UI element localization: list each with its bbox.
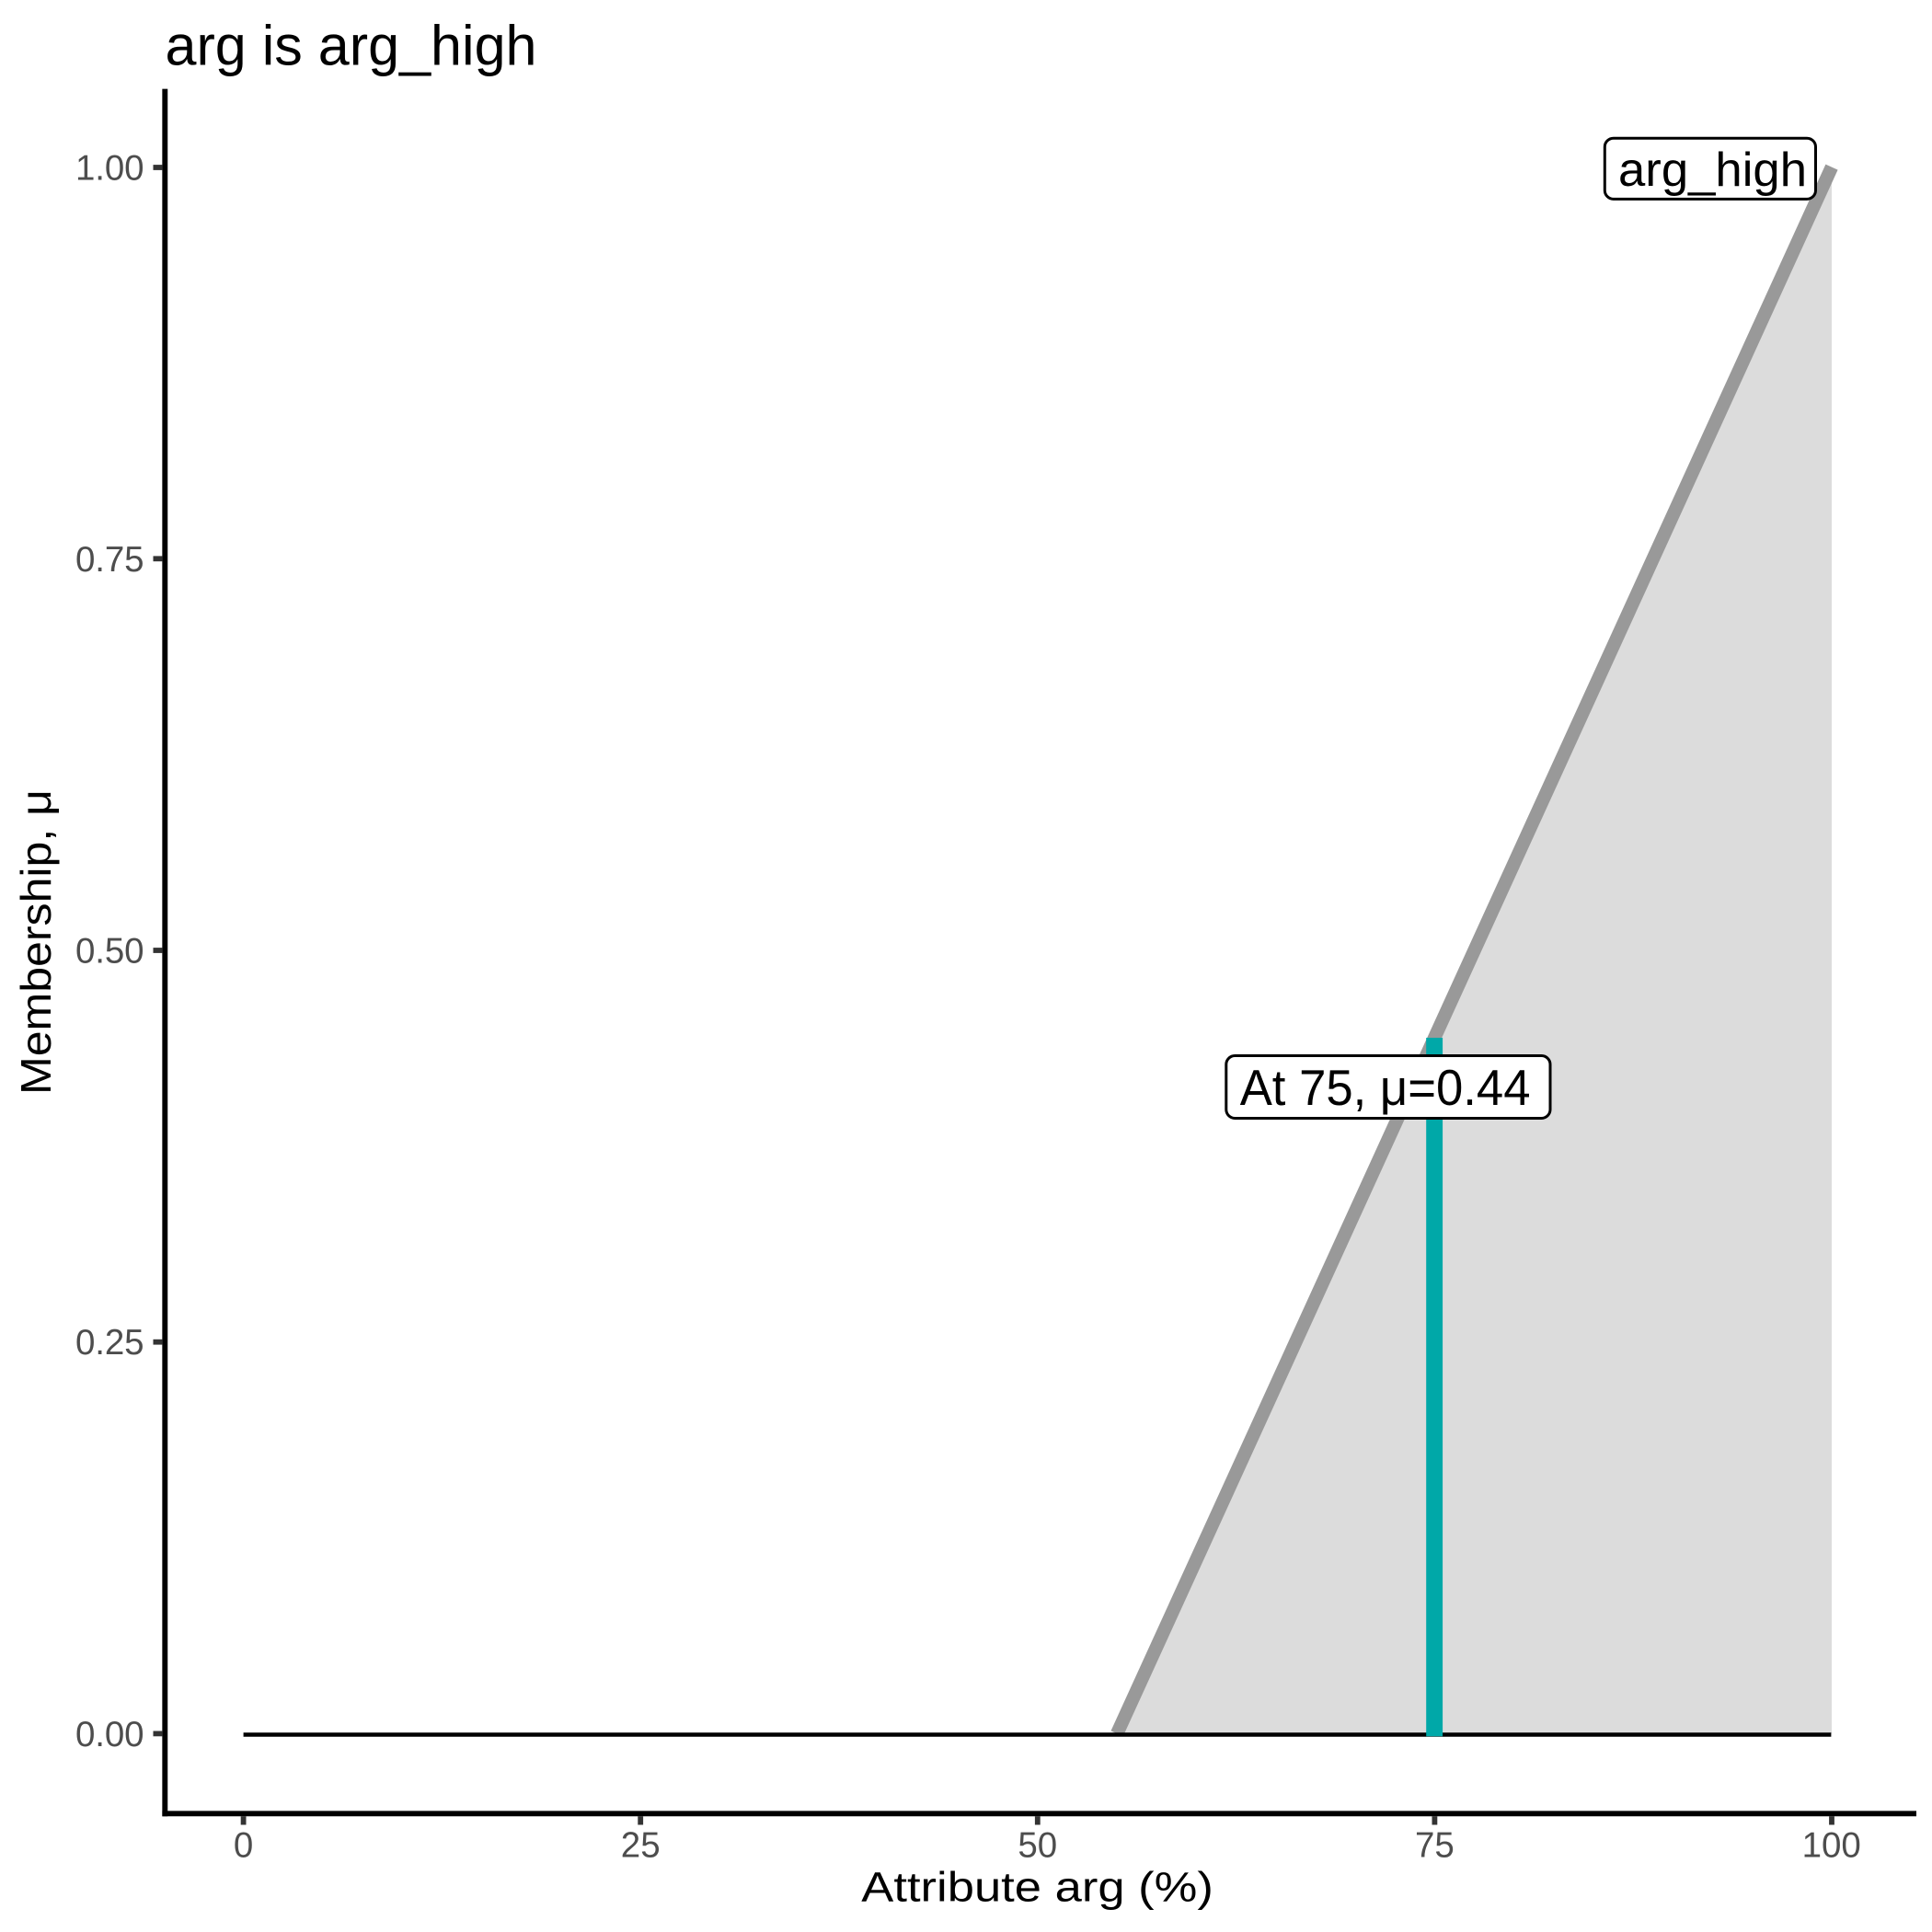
svg-text:Membership, μ: Membership, μ [12,789,60,1095]
svg-text:100: 100 [1802,1826,1861,1866]
svg-text:arg_high: arg_high [1618,143,1807,196]
svg-text:0.50: 0.50 [75,932,144,972]
svg-text:0.75: 0.75 [75,540,144,580]
svg-text:0.25: 0.25 [75,1323,144,1363]
svg-text:1.00: 1.00 [75,149,144,189]
svg-text:50: 50 [1018,1826,1057,1866]
svg-text:0.00: 0.00 [75,1715,144,1754]
svg-text:Attribute arg (%): Attribute arg (%) [861,1864,1213,1911]
svg-text:arg is arg_high: arg is arg_high [166,14,537,77]
svg-text:25: 25 [621,1826,661,1866]
svg-text:75: 75 [1415,1826,1455,1866]
svg-text:0: 0 [234,1826,253,1866]
svg-text:At 75, μ=0.44: At 75, μ=0.44 [1240,1059,1531,1116]
